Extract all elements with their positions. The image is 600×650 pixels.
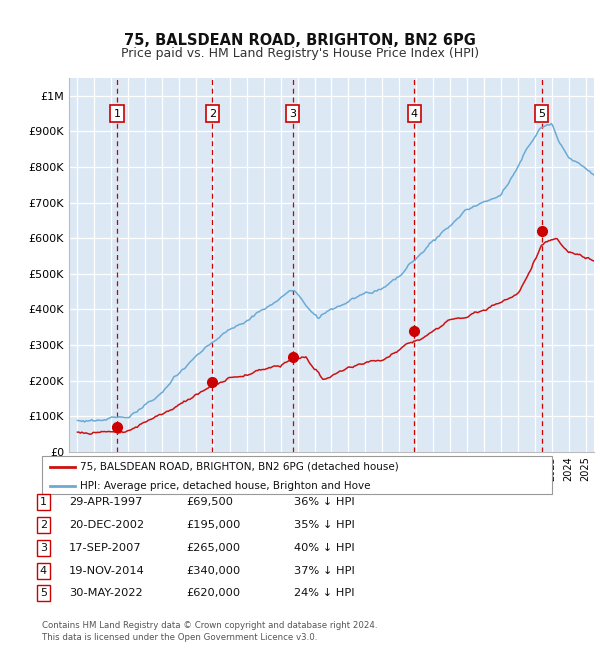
Text: 3: 3 xyxy=(40,543,47,553)
Text: £340,000: £340,000 xyxy=(186,566,240,576)
Text: 29-APR-1997: 29-APR-1997 xyxy=(69,497,142,508)
Text: 5: 5 xyxy=(538,109,545,118)
Text: 24% ↓ HPI: 24% ↓ HPI xyxy=(294,588,355,599)
Text: 40% ↓ HPI: 40% ↓ HPI xyxy=(294,543,355,553)
Text: 1: 1 xyxy=(113,109,121,118)
Text: 4: 4 xyxy=(40,566,47,576)
Text: 35% ↓ HPI: 35% ↓ HPI xyxy=(294,520,355,530)
Text: 2: 2 xyxy=(209,109,216,118)
Text: 5: 5 xyxy=(40,588,47,599)
FancyBboxPatch shape xyxy=(42,456,552,494)
Text: 30-MAY-2022: 30-MAY-2022 xyxy=(69,588,143,599)
Text: Price paid vs. HM Land Registry's House Price Index (HPI): Price paid vs. HM Land Registry's House … xyxy=(121,47,479,60)
Text: £69,500: £69,500 xyxy=(186,497,233,508)
Text: 3: 3 xyxy=(289,109,296,118)
Text: 2: 2 xyxy=(40,520,47,530)
Text: 20-DEC-2002: 20-DEC-2002 xyxy=(69,520,144,530)
Text: 75, BALSDEAN ROAD, BRIGHTON, BN2 6PG (detached house): 75, BALSDEAN ROAD, BRIGHTON, BN2 6PG (de… xyxy=(80,462,399,472)
Text: £620,000: £620,000 xyxy=(186,588,240,599)
Text: 1: 1 xyxy=(40,497,47,508)
Text: 17-SEP-2007: 17-SEP-2007 xyxy=(69,543,142,553)
Text: 4: 4 xyxy=(411,109,418,118)
Text: £265,000: £265,000 xyxy=(186,543,240,553)
Text: 36% ↓ HPI: 36% ↓ HPI xyxy=(294,497,355,508)
Text: Contains HM Land Registry data © Crown copyright and database right 2024.
This d: Contains HM Land Registry data © Crown c… xyxy=(42,621,377,642)
Text: 19-NOV-2014: 19-NOV-2014 xyxy=(69,566,145,576)
Text: HPI: Average price, detached house, Brighton and Hove: HPI: Average price, detached house, Brig… xyxy=(80,481,371,491)
Text: 75, BALSDEAN ROAD, BRIGHTON, BN2 6PG: 75, BALSDEAN ROAD, BRIGHTON, BN2 6PG xyxy=(124,32,476,48)
Text: 37% ↓ HPI: 37% ↓ HPI xyxy=(294,566,355,576)
Text: £195,000: £195,000 xyxy=(186,520,241,530)
